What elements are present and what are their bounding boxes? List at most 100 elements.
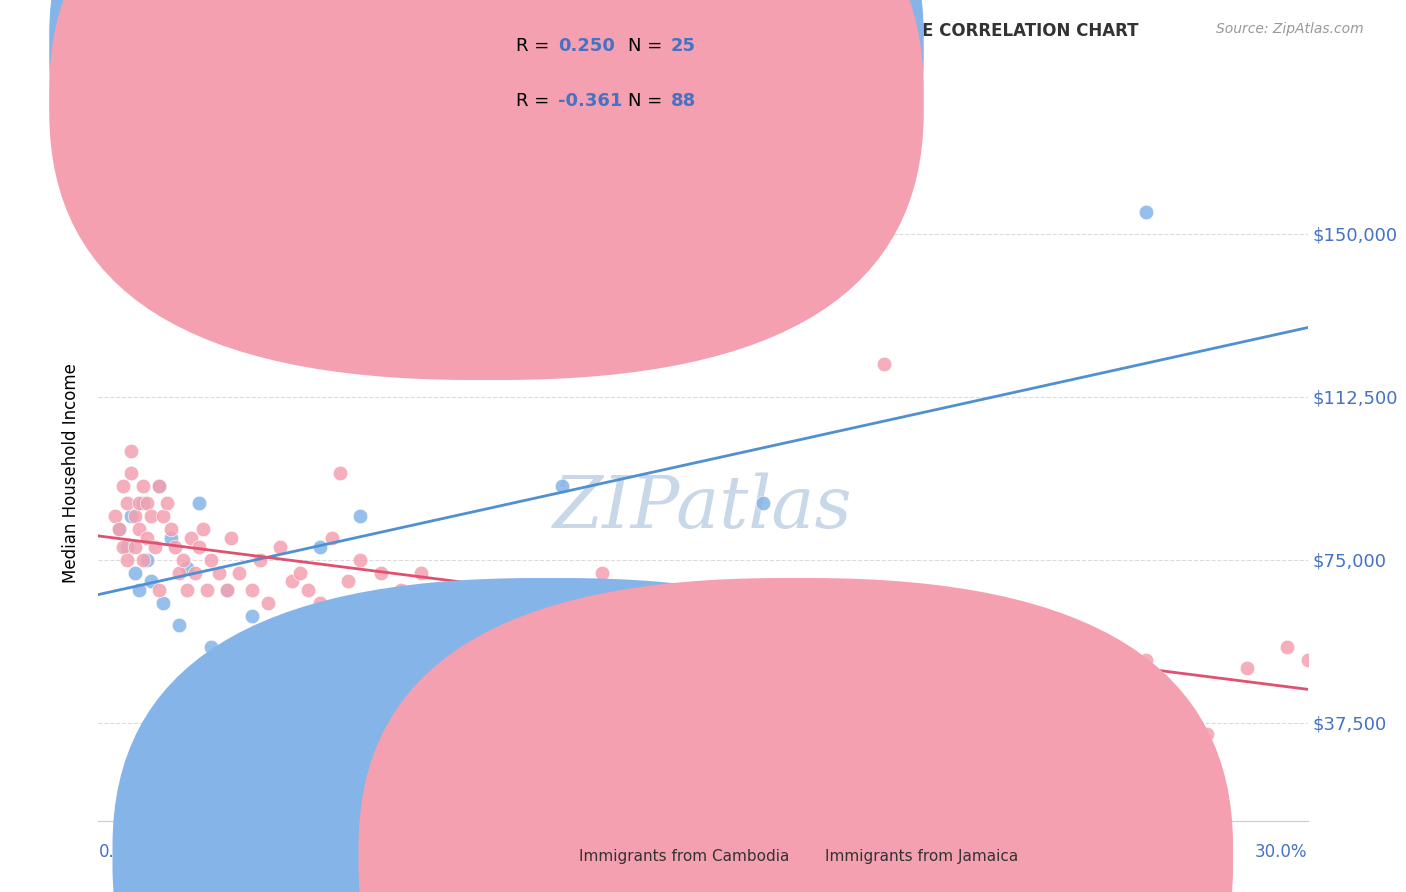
Point <box>148 583 170 598</box>
Point <box>571 609 593 624</box>
Point <box>1277 640 1299 654</box>
Point <box>188 496 211 510</box>
Point <box>180 531 202 545</box>
Point <box>349 509 371 524</box>
Point <box>139 574 162 589</box>
Point <box>115 552 138 567</box>
Point <box>733 626 755 640</box>
Point <box>217 583 239 598</box>
Point <box>893 596 915 610</box>
Point <box>1054 670 1077 684</box>
Point <box>193 522 215 536</box>
Point <box>240 583 263 598</box>
Point <box>152 596 174 610</box>
Point <box>217 583 239 598</box>
Point <box>135 496 157 510</box>
Point <box>132 496 155 510</box>
Point <box>1135 204 1157 219</box>
Point <box>1014 653 1036 667</box>
Point <box>752 640 775 654</box>
Point <box>873 357 896 371</box>
Point <box>128 583 150 598</box>
Point <box>470 609 492 624</box>
Point <box>430 618 453 632</box>
Point <box>832 640 855 654</box>
Point <box>120 444 142 458</box>
Point <box>103 509 125 524</box>
Point <box>409 566 432 580</box>
Point <box>441 583 464 598</box>
Point <box>111 540 134 554</box>
Point <box>491 670 513 684</box>
Point <box>124 566 146 580</box>
Point <box>269 540 291 554</box>
Point <box>389 583 412 598</box>
Text: R =: R = <box>516 37 555 55</box>
Text: N =: N = <box>628 37 668 55</box>
Point <box>128 522 150 536</box>
Point <box>240 609 263 624</box>
Point <box>349 552 371 567</box>
Point <box>120 466 142 480</box>
Point <box>934 640 956 654</box>
Text: Immigrants from Cambodia: Immigrants from Cambodia <box>579 849 790 863</box>
Point <box>135 531 157 545</box>
Point <box>156 496 179 510</box>
Text: Source: ZipAtlas.com: Source: ZipAtlas.com <box>1216 22 1364 37</box>
Point <box>132 552 155 567</box>
Point <box>167 618 190 632</box>
Point <box>176 561 198 575</box>
Point <box>651 640 673 654</box>
Point <box>631 596 654 610</box>
Point <box>124 509 146 524</box>
Point <box>132 479 155 493</box>
Point <box>115 540 138 554</box>
Point <box>143 540 166 554</box>
Point <box>176 583 198 598</box>
Point <box>530 583 553 598</box>
Point <box>281 574 304 589</box>
Point <box>172 552 194 567</box>
Point <box>124 540 146 554</box>
Point <box>152 509 174 524</box>
Point <box>309 596 332 610</box>
Point <box>120 509 142 524</box>
Point <box>160 522 183 536</box>
Point <box>793 626 815 640</box>
Point <box>551 479 574 493</box>
Point <box>491 596 513 610</box>
Point <box>510 626 533 640</box>
Point <box>370 566 392 580</box>
Point <box>711 640 734 654</box>
Point <box>361 640 384 654</box>
Point <box>337 574 360 589</box>
Point <box>309 540 332 554</box>
Point <box>160 531 183 545</box>
Text: -0.361: -0.361 <box>558 92 623 110</box>
Point <box>208 566 231 580</box>
Point <box>148 479 170 493</box>
Text: 30.0%: 30.0% <box>1256 843 1308 861</box>
Text: 88: 88 <box>671 92 696 110</box>
Point <box>752 496 775 510</box>
Point <box>139 509 162 524</box>
Point <box>1296 653 1319 667</box>
Point <box>200 552 222 567</box>
Point <box>221 531 243 545</box>
Point <box>107 522 129 536</box>
Point <box>402 596 425 610</box>
Point <box>612 618 634 632</box>
Point <box>409 661 432 675</box>
Point <box>249 552 271 567</box>
Point <box>228 566 250 580</box>
Text: Immigrants from Jamaica: Immigrants from Jamaica <box>825 849 1018 863</box>
Point <box>148 479 170 493</box>
Text: 25: 25 <box>671 37 696 55</box>
Point <box>256 596 278 610</box>
Point <box>813 653 835 667</box>
Text: R =: R = <box>516 92 555 110</box>
Point <box>184 566 207 580</box>
Point <box>163 540 186 554</box>
Point <box>107 522 129 536</box>
Point <box>1095 640 1118 654</box>
